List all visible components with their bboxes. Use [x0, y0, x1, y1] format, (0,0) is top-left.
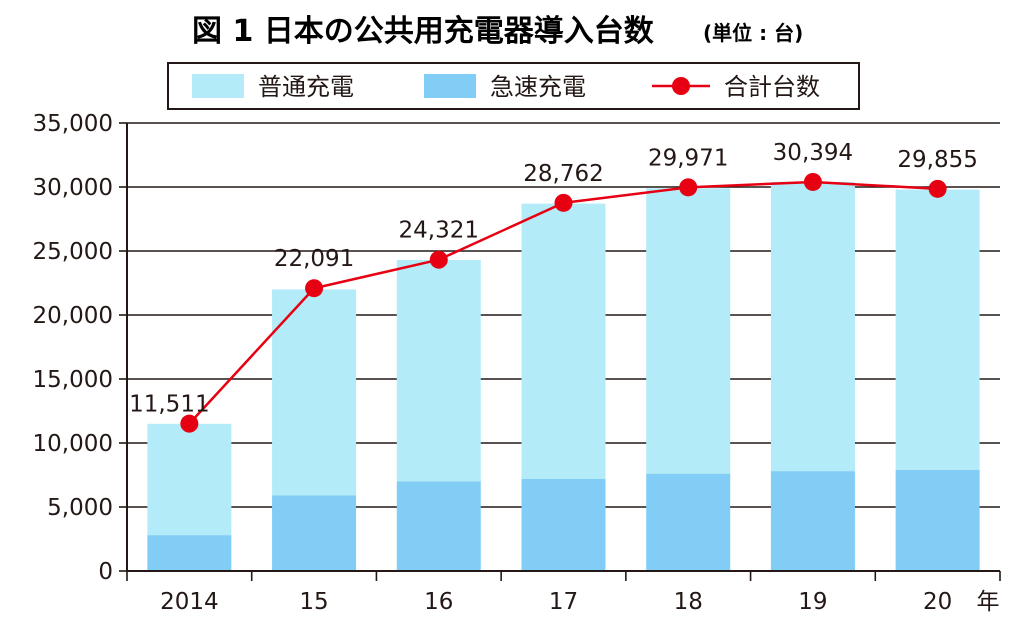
chart-unit-note: (単位 : 台)	[703, 21, 803, 45]
chart-title: 図 1 日本の公共用充電器導入台数	[192, 14, 655, 49]
total-point	[803, 172, 822, 191]
y-tick-label: 15,000	[33, 367, 113, 393]
x-tick-label: 17	[549, 589, 578, 615]
total-point	[554, 193, 573, 212]
total-point	[679, 178, 698, 197]
x-tick-label: 15	[299, 589, 328, 615]
data-label: 28,762	[523, 161, 603, 187]
bar-rapid	[770, 471, 855, 571]
bar-rapid	[895, 469, 980, 571]
bar-regular	[396, 259, 481, 482]
legend-label-regular: 普通充電	[258, 73, 354, 101]
bar-regular	[646, 188, 731, 474]
y-axis-ticks: 0 5,000 10,000 15,000 20,000 25,000 30,000 35,0…	[33, 111, 127, 585]
bar-regular	[895, 189, 980, 470]
bar-rapid	[272, 495, 357, 571]
data-label: 30,394	[773, 140, 853, 166]
legend-swatch-rapid	[424, 74, 476, 98]
x-tick-label: 18	[674, 589, 703, 615]
y-tick-label: 35,000	[33, 111, 113, 137]
data-label: 11,511	[129, 392, 209, 418]
y-tick-label: 25,000	[33, 239, 113, 265]
data-label: 29,855	[897, 147, 977, 173]
bar-regular	[770, 181, 855, 472]
bar-regular	[147, 423, 232, 536]
legend-swatch-regular	[192, 74, 244, 98]
bars	[147, 181, 980, 571]
total-line	[180, 172, 947, 433]
legend: 普通充電 急速充電 合計台数	[167, 62, 860, 110]
total-point	[180, 414, 199, 433]
bar-rapid	[646, 473, 731, 571]
y-tick-label: 30,000	[33, 175, 113, 201]
data-labels: 11,511 22,091 24,321 28,762 29,971 30,394 29,8…	[129, 140, 978, 418]
y-tick-label: 5,000	[47, 495, 113, 521]
x-axis-unit-label: 年	[977, 589, 1000, 615]
y-tick-label: 10,000	[33, 431, 113, 457]
bar-rapid	[396, 481, 481, 571]
legend-frame	[167, 62, 860, 110]
axes	[126, 123, 1000, 572]
bar-regular	[272, 289, 357, 496]
legend-label-total: 合計台数	[724, 73, 820, 101]
data-label: 29,971	[648, 145, 728, 171]
x-tick-label: 2014	[160, 589, 219, 615]
y-tick-label: 20,000	[33, 303, 113, 329]
x-tick-label: 19	[798, 589, 827, 615]
y-tick-label: 0	[98, 559, 113, 585]
total-point	[305, 279, 324, 298]
bar-regular	[521, 203, 606, 479]
data-label: 24,321	[399, 218, 479, 244]
x-tick-label: 20	[923, 589, 952, 615]
legend-marker-total	[672, 77, 690, 95]
total-point	[928, 179, 947, 198]
legend-label-rapid: 急速充電	[490, 73, 586, 101]
x-axis-ticks: 2014 15 16 17 18 19 20	[126, 571, 1001, 615]
data-label: 22,091	[274, 246, 354, 272]
bar-rapid	[147, 535, 232, 571]
bar-rapid	[521, 478, 606, 571]
total-point	[429, 250, 448, 269]
x-tick-label: 16	[424, 589, 453, 615]
